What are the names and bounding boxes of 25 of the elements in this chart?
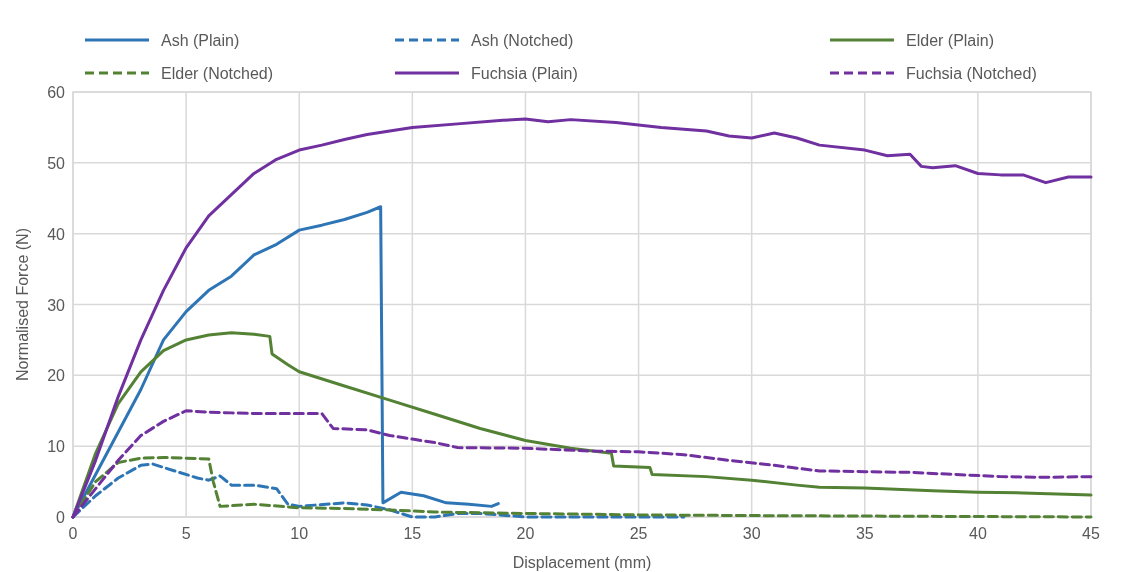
y-tick-label: 40 [47,225,66,243]
y-tick-label: 30 [47,296,66,314]
x-axis-title: Displacement (mm) [512,554,652,571]
legend-label: Elder (Plain) [906,32,995,49]
legend-label: Ash (Notched) [471,32,574,49]
x-tick-label: 10 [290,525,309,542]
legend-label: Fuchsia (Plain) [471,65,578,82]
legend-label: Ash (Plain) [161,32,240,49]
x-tick-label: 0 [68,525,78,542]
y-tick-label: 10 [47,438,66,456]
x-tick-label: 30 [742,525,761,542]
y-tick-label: 50 [47,154,66,172]
x-tick-label: 5 [181,525,191,542]
x-tick-label: 40 [968,525,987,542]
x-tick-label: 35 [855,525,874,542]
y-tick-label: 60 [47,84,66,101]
x-tick-label: 45 [1082,525,1100,542]
x-tick-label: 25 [629,525,648,542]
y-tick-label: 0 [56,509,66,526]
x-tick-label: 15 [403,525,422,542]
y-axis-title: Normalised Force (N) [14,228,31,381]
legend-label: Elder (Notched) [161,65,274,82]
legend-label: Fuchsia (Notched) [906,65,1037,82]
x-tick-label: 20 [516,525,535,542]
y-tick-label: 20 [47,367,66,385]
